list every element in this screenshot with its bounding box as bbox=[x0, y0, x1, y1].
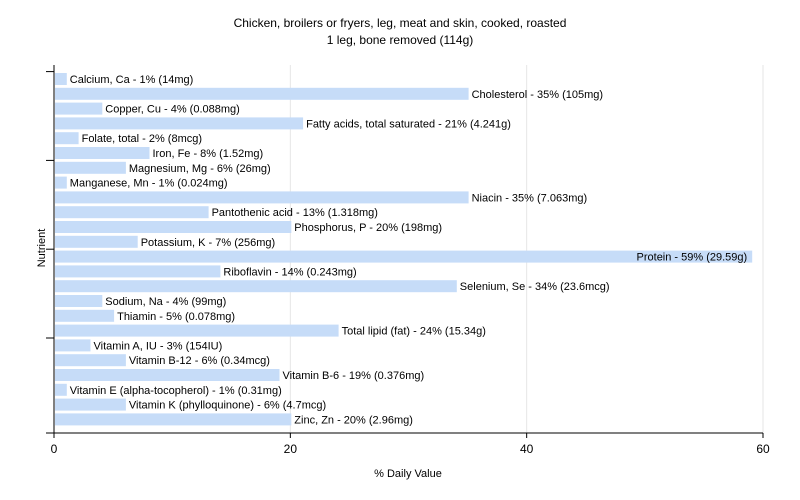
bar bbox=[55, 265, 221, 278]
bar bbox=[55, 295, 103, 307]
bar-label: Protein - 59% (29.59g) bbox=[637, 252, 748, 264]
x-tick-label: 0 bbox=[51, 442, 58, 456]
bar bbox=[55, 191, 469, 204]
bar bbox=[55, 324, 339, 337]
x-axis-label: % Daily Value bbox=[374, 468, 442, 480]
bar bbox=[55, 354, 126, 367]
bar-label: Vitamin K (phylloquinone) - 6% (4.7mcg) bbox=[129, 400, 326, 412]
x-tick-label: 20 bbox=[284, 442, 298, 456]
bar bbox=[55, 161, 126, 174]
bar bbox=[55, 176, 67, 189]
bar-label: Cholesterol - 35% (105mg) bbox=[472, 89, 603, 101]
bar-label: Copper, Cu - 4% (0.088mg) bbox=[105, 104, 240, 116]
x-tick-label: 60 bbox=[756, 442, 770, 456]
bar bbox=[55, 250, 753, 263]
bar-label: Vitamin A, IU - 3% (154IU) bbox=[94, 340, 223, 352]
bar bbox=[55, 339, 91, 352]
chart-subtitle: 1 leg, bone removed (114g) bbox=[327, 33, 474, 47]
bar-label: Folate, total - 2% (8mcg) bbox=[82, 133, 202, 145]
bar-label: Niacin - 35% (7.063mg) bbox=[472, 192, 588, 204]
bar-label: Total lipid (fat) - 24% (15.34g) bbox=[342, 326, 486, 338]
bar bbox=[55, 73, 67, 85]
bar bbox=[55, 102, 103, 115]
bar-label: Manganese, Mn - 1% (0.024mg) bbox=[70, 178, 228, 190]
bar bbox=[55, 413, 292, 426]
bar-label: Vitamin B-6 - 19% (0.376mg) bbox=[283, 370, 425, 382]
bar bbox=[55, 132, 79, 145]
y-axis-label: Nutrient bbox=[36, 229, 48, 268]
plot-area: Calcium, Ca - 1% (14mg) Cholesterol - 35%… bbox=[46, 65, 770, 456]
bar-label: Iron, Fe - 8% (1.52mg) bbox=[153, 148, 264, 160]
bar bbox=[55, 206, 209, 219]
bar bbox=[55, 147, 150, 159]
bar-label: Selenium, Se - 34% (23.6mcg) bbox=[460, 281, 610, 293]
bar-label: Magnesium, Mg - 6% (26mg) bbox=[129, 163, 271, 175]
bar bbox=[55, 280, 457, 293]
bar bbox=[55, 117, 304, 130]
bar-label: Sodium, Na - 4% (99mg) bbox=[105, 296, 226, 308]
chart-title: Chicken, broilers or fryers, leg, meat a… bbox=[234, 16, 567, 30]
bar-label: Vitamin E (alpha-tocopherol) - 1% (0.31m… bbox=[70, 385, 282, 397]
bar bbox=[55, 398, 126, 411]
bar-label: Vitamin B-12 - 6% (0.34mcg) bbox=[129, 355, 270, 367]
bar-label: Pantothenic acid - 13% (1.318mg) bbox=[212, 207, 378, 219]
bar-label: Thiamin - 5% (0.078mg) bbox=[117, 311, 235, 323]
bar-label: Calcium, Ca - 1% (14mg) bbox=[70, 74, 193, 86]
bar bbox=[55, 235, 138, 248]
bar bbox=[55, 309, 115, 322]
bar-label: Phosphorus, P - 20% (198mg) bbox=[294, 222, 442, 234]
x-tick-label: 40 bbox=[520, 442, 534, 456]
bar bbox=[55, 383, 67, 396]
bar-label: Zinc, Zn - 20% (2.96mg) bbox=[294, 414, 413, 426]
bar bbox=[55, 87, 469, 100]
bar-label: Potassium, K - 7% (256mg) bbox=[141, 237, 276, 249]
bar-label: Fatty acids, total saturated - 21% (4.24… bbox=[306, 118, 511, 130]
bar bbox=[55, 221, 292, 233]
bar bbox=[55, 369, 280, 381]
bar-label: Riboflavin - 14% (0.243mg) bbox=[223, 266, 356, 278]
